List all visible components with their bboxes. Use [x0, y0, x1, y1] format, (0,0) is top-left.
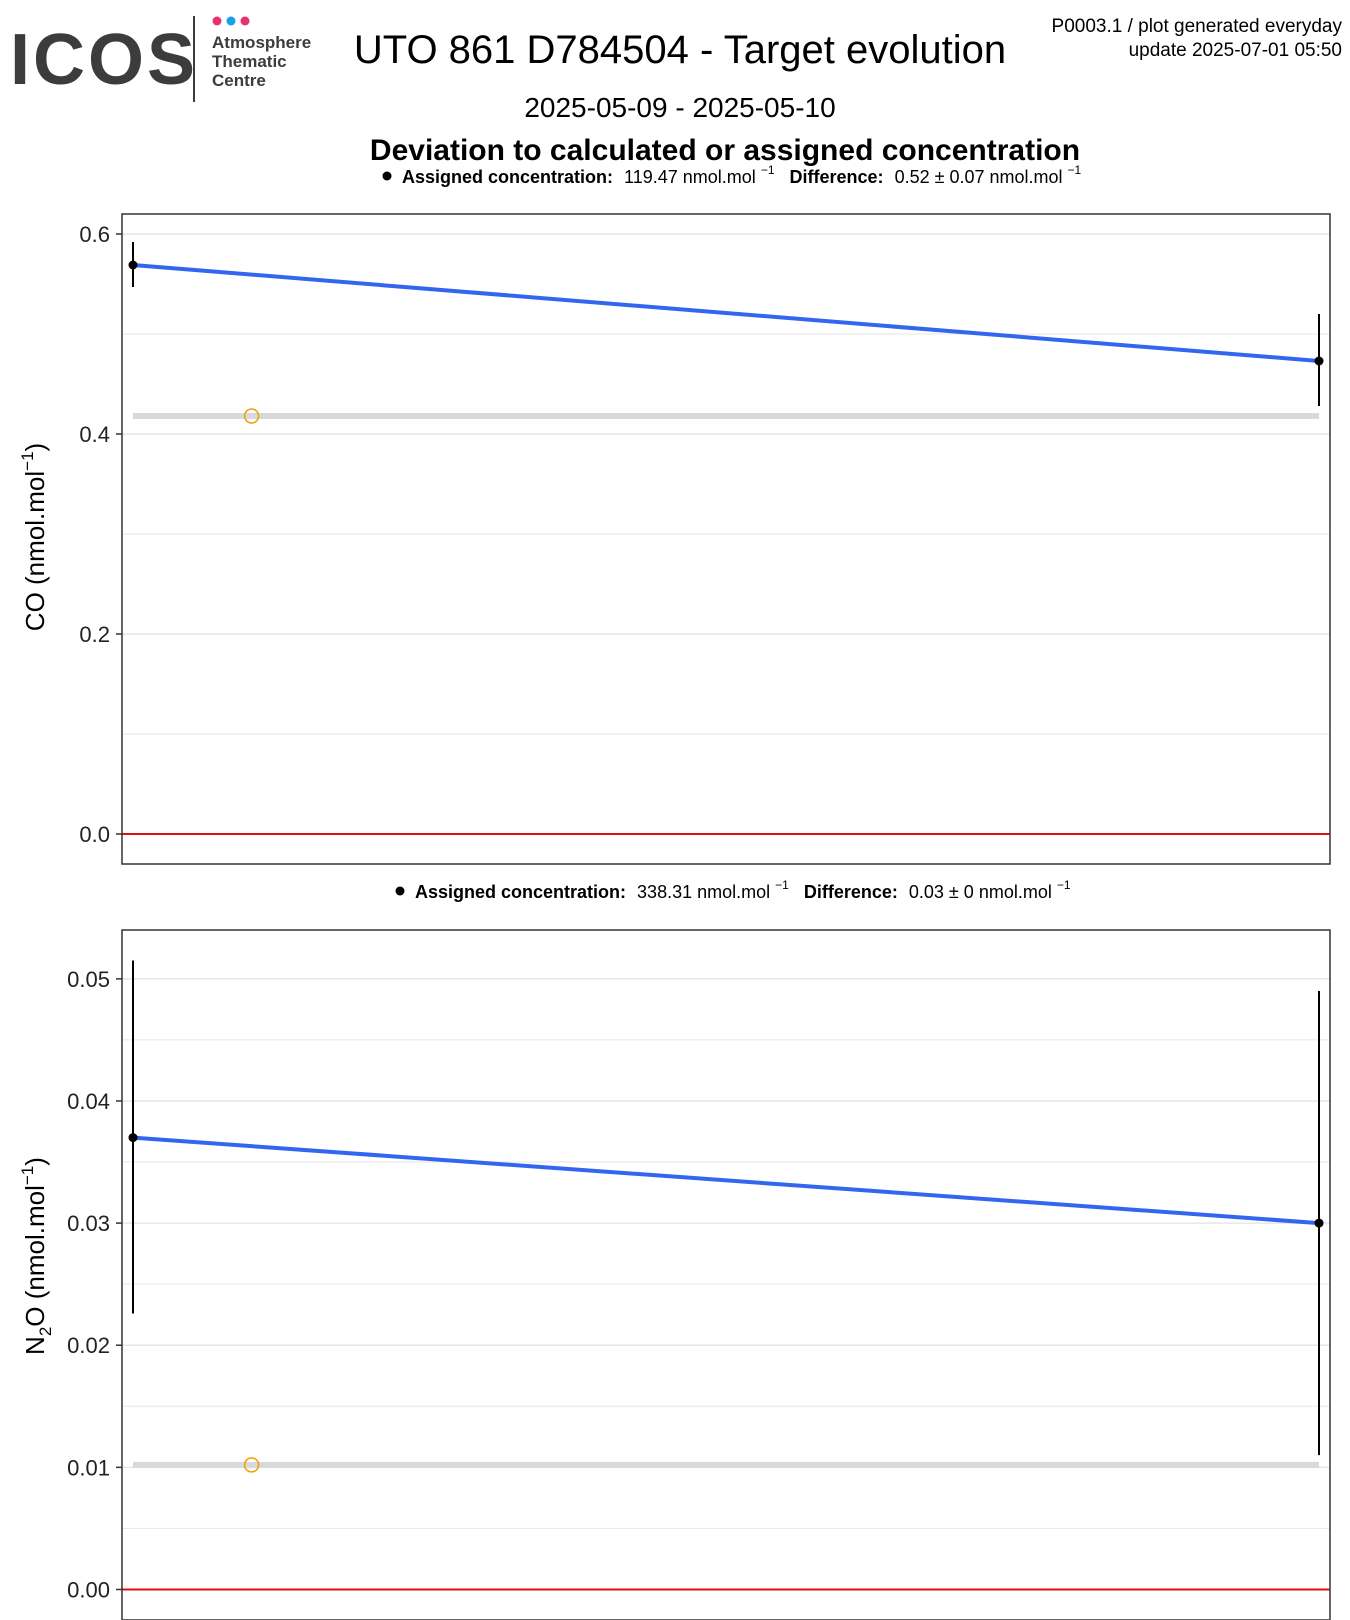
logo-sub-2: Thematic — [212, 52, 287, 71]
page-title: UTO 861 D784504 - Target evolution — [354, 28, 1006, 72]
co-y-axis-label-end: ) — [20, 443, 50, 452]
n2o-panel: Assigned concentration: 338.31 nmol.mol … — [18, 873, 1331, 1620]
n2o-plot-frame — [121, 929, 1331, 1620]
co-data-point-0 — [128, 260, 138, 270]
co-subtitle-text: Assigned concentration: 119.47 nmol.mol … — [402, 158, 1082, 187]
n2o-tick-label-2: 0.02 — [67, 1333, 110, 1358]
n2o-subtitle-text: Assigned concentration: 338.31 nmol.mol … — [415, 873, 1071, 902]
n2o-y-axis-label-sub: 2 — [36, 1327, 55, 1336]
co-assigned-label: Assigned concentration: — [402, 167, 613, 187]
co-tick-label-2: 0.4 — [79, 422, 110, 447]
co-reference-marker — [243, 408, 260, 424]
n2o-tick-label-4: 0.04 — [67, 1089, 110, 1114]
n2o-y-axis-label-main: N — [20, 1336, 50, 1355]
logo-sub-1: Atmosphere — [212, 33, 311, 52]
logo-text: ICOS — [10, 20, 198, 100]
n2o-tick-label-3: 0.03 — [67, 1211, 110, 1236]
n2o-reference-marker — [243, 1457, 260, 1473]
n2o-subtitle-bullet — [395, 886, 405, 896]
n2o-y-axis-label-sup: −1 — [18, 1166, 37, 1185]
n2o-y-ticks: 0.00 0.01 0.02 0.03 0.04 0.05 — [67, 967, 122, 1602]
n2o-y-axis-label-end: ) — [20, 1157, 50, 1166]
n2o-tick-label-5: 0.05 — [67, 967, 110, 992]
co-subtitle-bullet — [382, 171, 392, 181]
n2o-tick-label-1: 0.01 — [67, 1455, 110, 1480]
update-stamp: update 2025-07-01 05:50 — [1129, 40, 1342, 61]
icos-logo: ICOS Atmosphere Thematic Centre — [10, 16, 311, 102]
n2o-assigned-unit-sup: −1 — [775, 878, 789, 892]
n2o-difference-value: 0.03 ± 0 nmol.mol — [909, 882, 1052, 902]
logo-dot-3 — [240, 16, 250, 26]
n2o-data-point-0 — [128, 1133, 138, 1143]
co-tick-label-1: 0.2 — [79, 622, 110, 647]
n2o-trend-line — [132, 1135, 1320, 1226]
n2o-difference-label: Difference: — [804, 882, 898, 902]
co-tick-label-0: 0.0 — [79, 822, 110, 847]
n2o-data-point-1 — [1314, 1218, 1324, 1228]
co-data-point-1 — [1314, 356, 1324, 366]
co-y-ticks: 0.0 0.2 0.4 0.6 — [79, 222, 122, 847]
co-y-axis-label: CO (nmol.mol−1) — [18, 443, 50, 631]
n2o-subtitle: Assigned concentration: 338.31 nmol.mol … — [395, 873, 1071, 902]
logo-dot-2 — [226, 16, 236, 26]
co-assigned-unit-sup: −1 — [761, 163, 775, 177]
co-panel: Assigned concentration: 119.47 nmol.mol … — [18, 158, 1331, 865]
logo-dot-1 — [212, 16, 222, 26]
co-plot-frame — [121, 213, 1331, 865]
n2o-difference-unit-sup: −1 — [1057, 878, 1071, 892]
co-difference-value: 0.52 ± 0.07 nmol.mol — [895, 167, 1063, 187]
co-y-axis-label-sup: −1 — [18, 451, 37, 470]
co-difference-unit-sup: −1 — [1068, 163, 1082, 177]
n2o-data-marks — [122, 960, 1330, 1591]
n2o-y-axis-label-main2: O (nmol.mol — [20, 1185, 50, 1327]
co-trend-line — [132, 263, 1320, 363]
co-gridlines — [122, 233, 1330, 835]
logo-sub-3: Centre — [212, 71, 266, 90]
co-subtitle: Assigned concentration: 119.47 nmol.mol … — [382, 158, 1082, 187]
section-title: Deviation to calculated or assigned conc… — [370, 134, 1080, 167]
co-assigned-value: 119.47 nmol.mol — [624, 167, 756, 187]
n2o-y-axis-label: N2O (nmol.mol−1) — [18, 1157, 55, 1355]
date-range: 2025-05-09 - 2025-05-10 — [524, 92, 835, 123]
co-difference-label: Difference: — [790, 167, 884, 187]
n2o-assigned-label: Assigned concentration: — [415, 882, 626, 902]
co-data-marks — [122, 242, 1330, 835]
co-tick-label-3: 0.6 — [79, 222, 110, 247]
n2o-tick-label-0: 0.00 — [67, 1577, 110, 1602]
co-y-axis-label-main: CO (nmol.mol — [20, 471, 50, 631]
n2o-assigned-value: 338.31 nmol.mol — [637, 882, 770, 902]
n2o-gridlines — [122, 978, 1330, 1591]
plot-id: P0003.1 / plot generated everyday — [1052, 16, 1343, 37]
